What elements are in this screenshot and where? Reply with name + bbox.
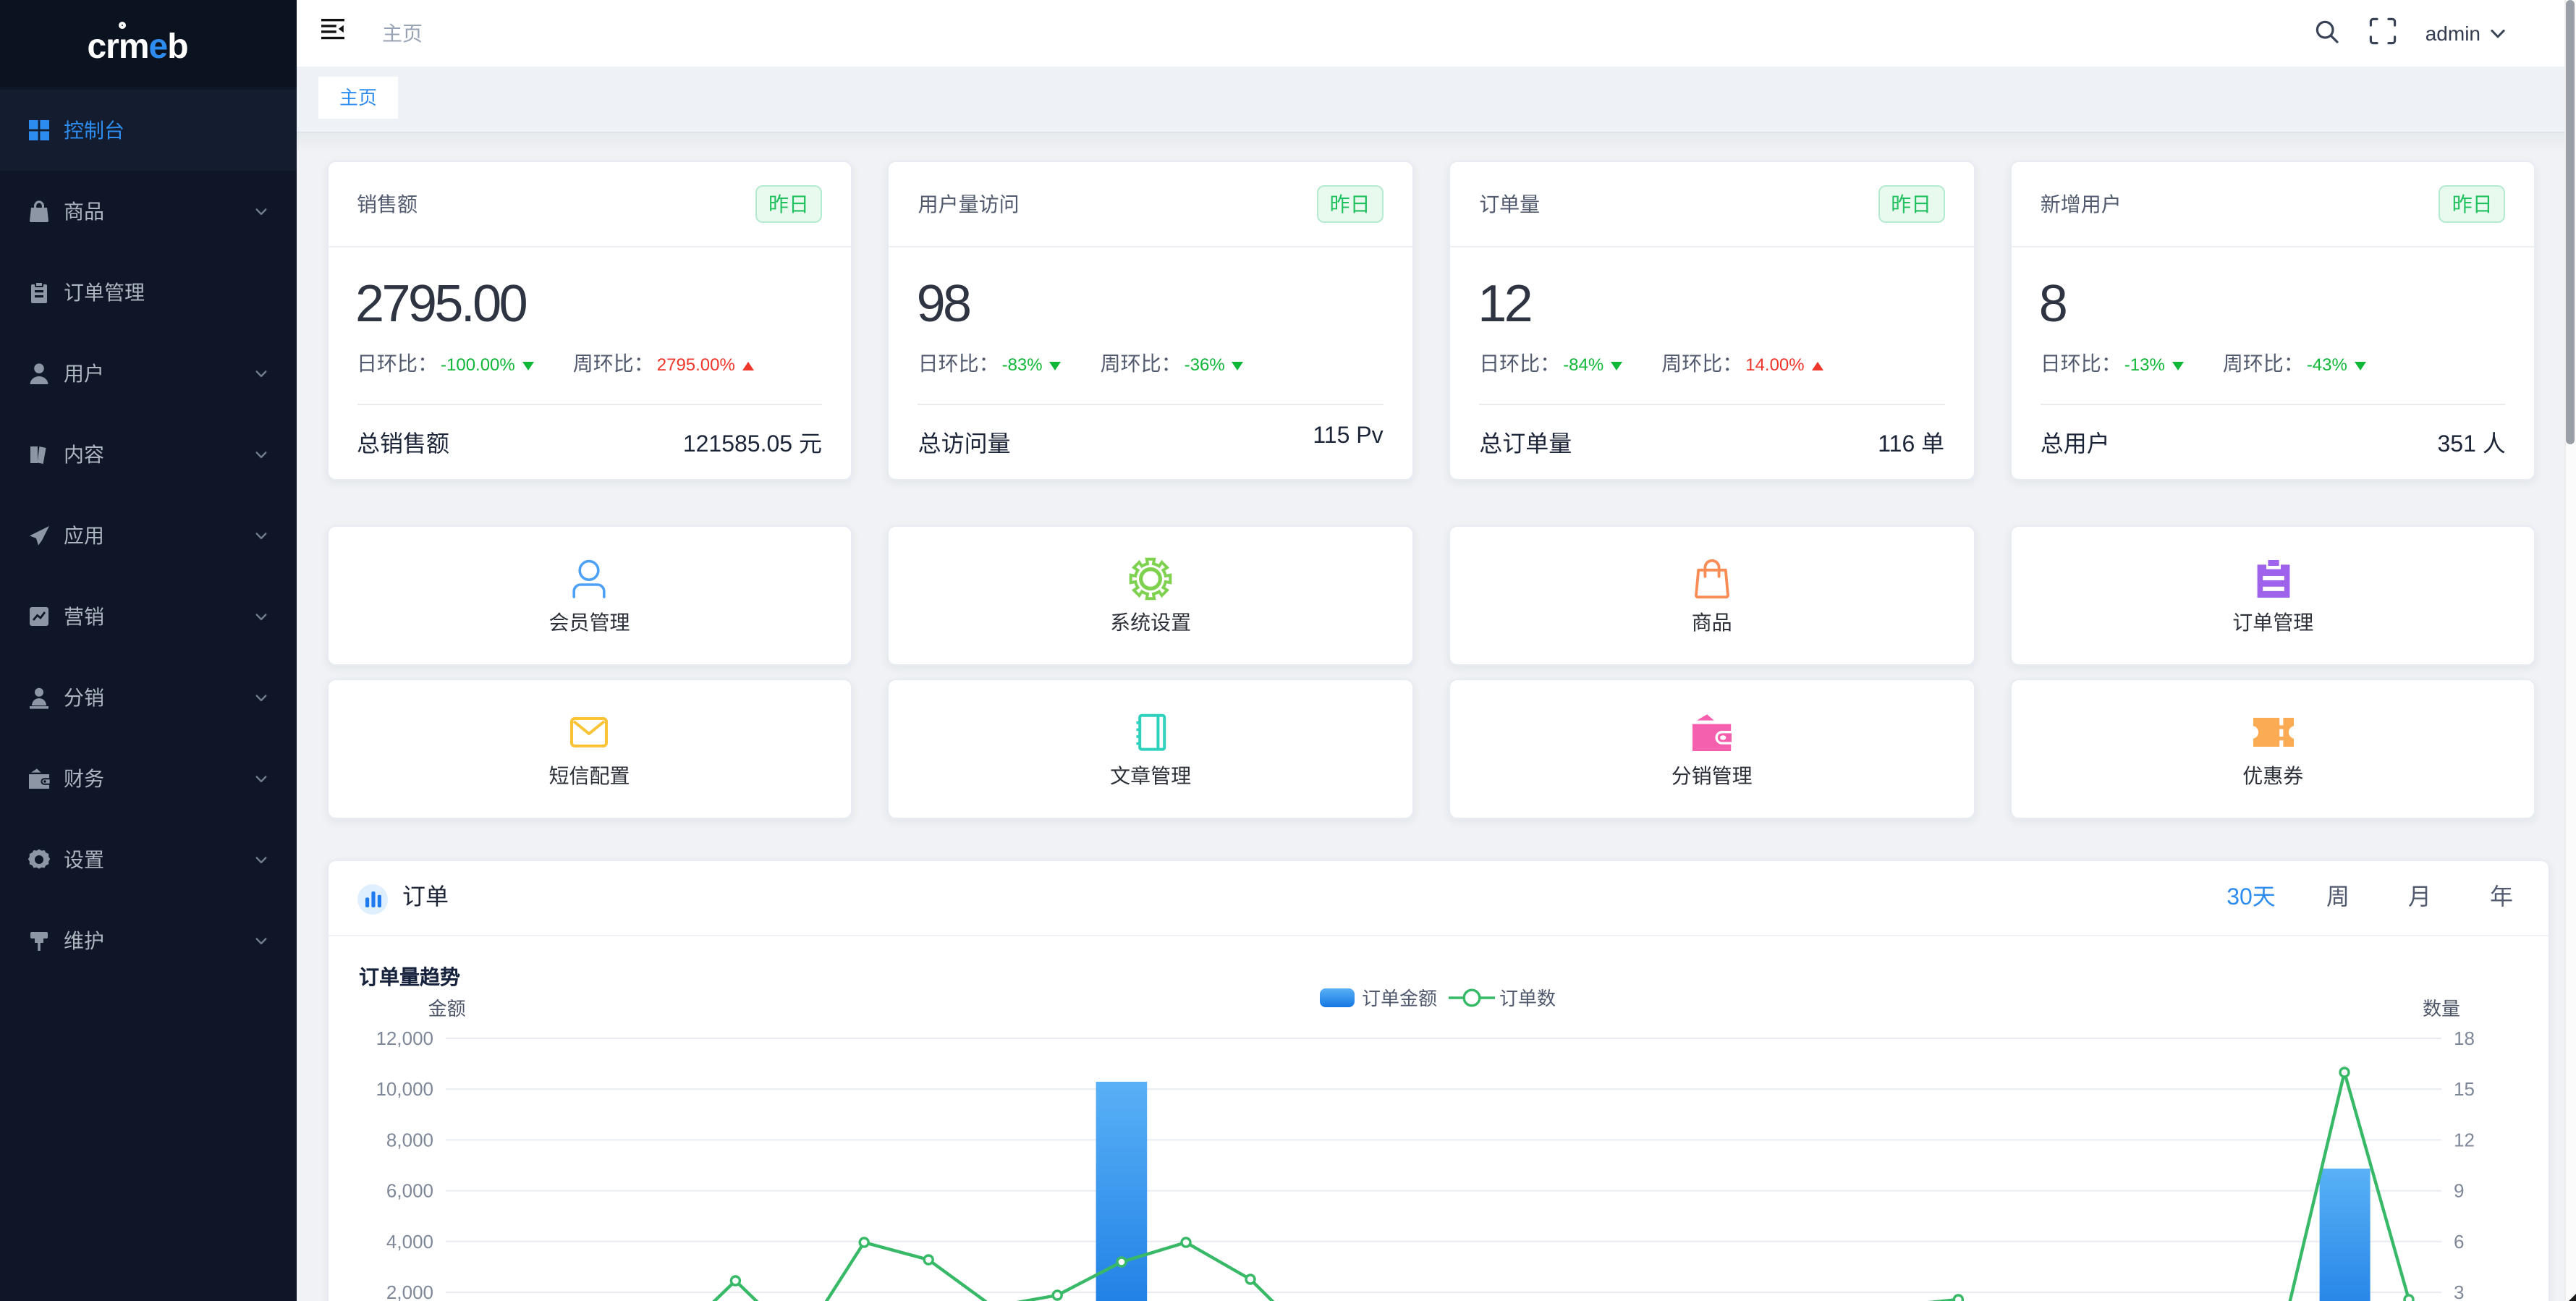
svg-text:18: 18 [2454, 1027, 2475, 1049]
svg-text:3: 3 [2454, 1281, 2464, 1301]
svg-text:数量: 数量 [2423, 998, 2460, 1020]
svg-text:12: 12 [2454, 1129, 2475, 1150]
svg-text:金额: 金额 [428, 998, 466, 1020]
svg-text:15: 15 [2454, 1078, 2475, 1100]
svg-text:6: 6 [2454, 1231, 2464, 1253]
svg-text:6,000: 6,000 [386, 1180, 433, 1202]
svg-text:12,000: 12,000 [376, 1027, 433, 1049]
svg-text:订单金额: 订单金额 [1362, 988, 1437, 1009]
svg-text:8,000: 8,000 [386, 1129, 433, 1150]
svg-text:2,000: 2,000 [386, 1281, 433, 1301]
svg-text:10,000: 10,000 [376, 1078, 433, 1100]
svg-text:订单数: 订单数 [1499, 988, 1556, 1009]
svg-text:9: 9 [2454, 1180, 2464, 1202]
svg-text:4,000: 4,000 [386, 1231, 433, 1253]
